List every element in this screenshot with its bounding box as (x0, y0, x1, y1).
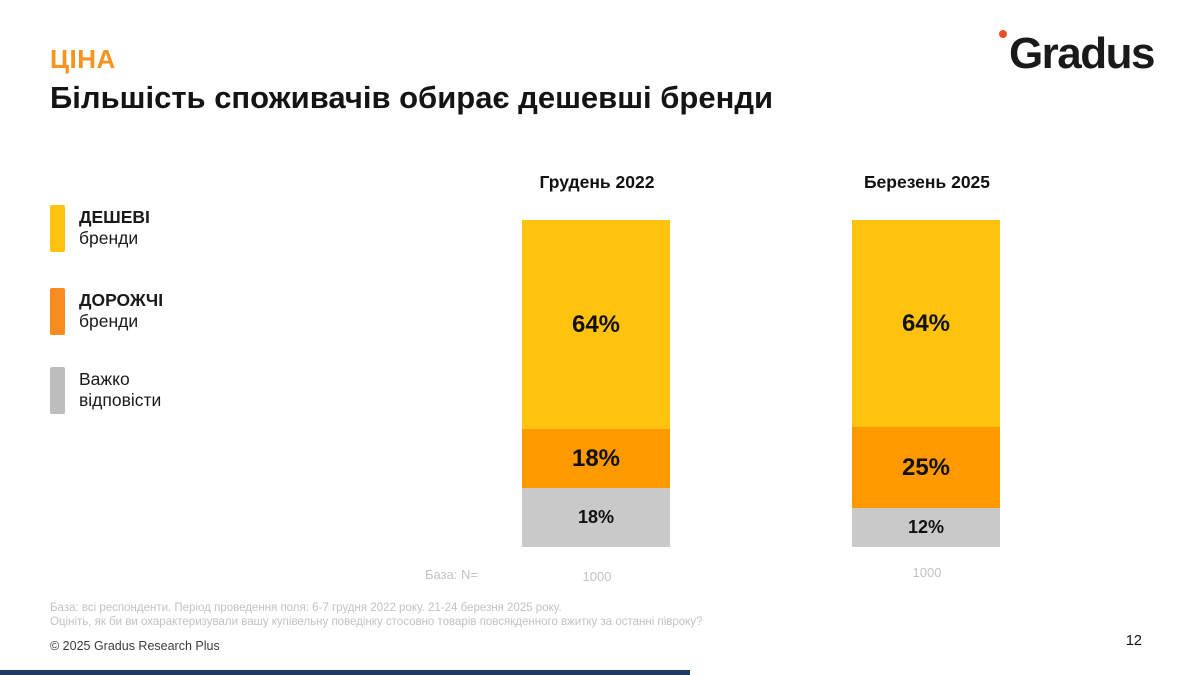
legend-label: Важко відповісти (79, 369, 161, 411)
bar-segment: 18% (522, 429, 670, 489)
segment-value-label: 64% (901, 309, 951, 337)
legend-label: ДЕШЕВІ бренди (79, 207, 150, 249)
legend-label-bold: ДЕШЕВІ (79, 207, 150, 227)
footnote-question: Оцініть, як би ви охарактеризували вашу … (50, 616, 703, 628)
base-n-value-dec-2022: 1000 (582, 569, 612, 584)
logo-degree-ring-icon (998, 30, 1007, 38)
legend-label-rest: бренди (79, 228, 139, 248)
segment-value-label: 25% (901, 453, 951, 481)
copyright: © 2025 Gradus Research Plus (50, 639, 220, 653)
base-n-value-mar-2025: 1000 (912, 565, 942, 580)
legend-item-cheap-brands: ДЕШЕВІ бренди (50, 205, 150, 252)
segment-value-label: 12% (907, 517, 945, 538)
segment-value-label: 18% (577, 507, 615, 528)
legend-label-rest: Важко відповісти (79, 369, 162, 410)
bar-segment: 18% (522, 488, 670, 547)
column-header-mar-2025: Березень 2025 (863, 172, 991, 192)
stacked-bar-dec-2022: 64% 18% 18% (522, 220, 670, 547)
column-header-dec-2022: Грудень 2022 (539, 172, 655, 192)
bar-segment: 12% (852, 508, 1000, 547)
section-kicker: ЦІНА (50, 44, 116, 74)
legend-swatch-gray (50, 367, 65, 414)
bottom-accent-bar (0, 670, 690, 675)
page-number: 12 (1125, 633, 1142, 649)
page-title: Більшість споживачів обирає дешевші брен… (50, 80, 774, 115)
bar-segment: 25% (852, 427, 1000, 509)
footnote-base: База: всі респонденти. Період проведення… (50, 602, 562, 614)
legend-item-hard-to-answer: Важко відповісти (50, 367, 161, 414)
legend-label-bold: ДОРОЖЧІ (79, 290, 164, 310)
base-n-label: База: N= (425, 567, 479, 582)
segment-value-label: 64% (571, 310, 621, 338)
legend-label-rest: бренди (79, 311, 139, 331)
legend-swatch-orange (50, 288, 65, 335)
legend-swatch-yellow (50, 205, 65, 252)
legend-item-expensive-brands: ДОРОЖЧІ бренди (50, 288, 163, 335)
stacked-bar-mar-2025: 64% 25% 12% (852, 220, 1000, 547)
gradus-logo: Gradus (998, 24, 1156, 78)
bar-segment: 64% (522, 220, 670, 430)
legend-label: ДОРОЖЧІ бренди (79, 290, 163, 332)
segment-value-label: 18% (571, 444, 621, 472)
logo-wordmark: Gradus (1008, 29, 1156, 78)
bar-segment: 64% (852, 220, 1000, 428)
